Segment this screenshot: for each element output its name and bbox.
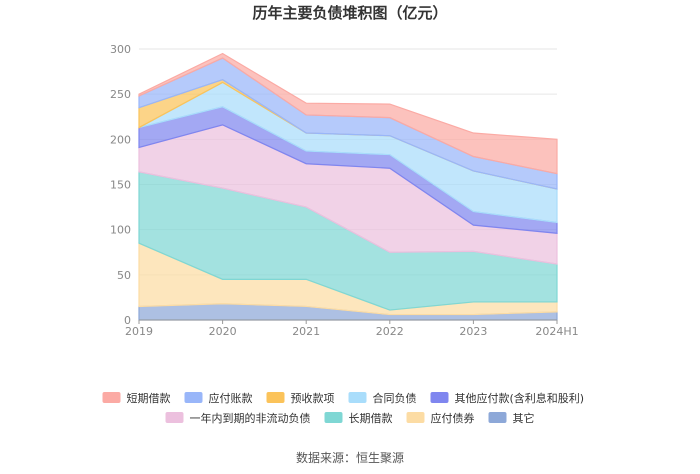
legend-label-7: 应付账款	[209, 391, 253, 405]
y-tick-label: 200	[110, 133, 131, 146]
legend-label-8: 短期借款	[127, 391, 171, 405]
y-tick-label: 300	[110, 43, 131, 56]
x-tick-label: 2021	[292, 325, 320, 338]
source-note: 数据来源：恒生聚源	[296, 450, 404, 465]
chart-title: 历年主要负债堆积图（亿元）	[252, 4, 447, 22]
legend-swatch-3	[165, 412, 184, 423]
x-tick-label: 2023	[459, 325, 487, 338]
y-tick-label: 0	[124, 314, 131, 327]
legend-swatch-1	[406, 412, 425, 423]
x-tick-label: 2024H1	[535, 325, 578, 338]
x-tick-label: 2022	[376, 325, 404, 338]
area-series-8	[138, 52, 558, 175]
x-tick-label: 2019	[125, 325, 153, 338]
legend-label-2: 长期借款	[349, 411, 393, 425]
area-layer	[138, 52, 558, 321]
y-tick-label: 150	[110, 179, 131, 192]
legend-label-6: 预收款项	[291, 391, 335, 405]
y-tick-label: 250	[110, 88, 131, 101]
y-tick-label: 100	[110, 224, 131, 237]
axis-layer: 0 50 100 150 200 250 300 2019 2020 2021 2022 2023 20…	[110, 43, 579, 338]
y-tick-label: 50	[117, 269, 131, 282]
legend-label-0: 其它	[513, 411, 535, 425]
x-tick-label: 2020	[209, 325, 237, 338]
legend-swatch-0	[488, 412, 507, 423]
legend-label-1: 应付债券	[431, 411, 475, 425]
legend-label-5: 合同负债	[373, 391, 417, 405]
legend-swatch-5	[348, 392, 367, 403]
legend-label-3: 一年内到期的非流动负债	[190, 411, 311, 425]
legend-label-4: 其他应付款(含利息和股利)	[455, 391, 585, 405]
legend-swatch-6	[266, 392, 285, 403]
legend-swatch-2	[324, 412, 343, 423]
legend-swatch-7	[184, 392, 203, 403]
legend-swatch-8	[102, 392, 121, 403]
legend: 短期借款 应付账款 预收款项 合同负债 其他应付款(含利息和股利) 一年内到期的非流动负债…	[102, 391, 585, 425]
legend-swatch-4	[430, 392, 449, 403]
